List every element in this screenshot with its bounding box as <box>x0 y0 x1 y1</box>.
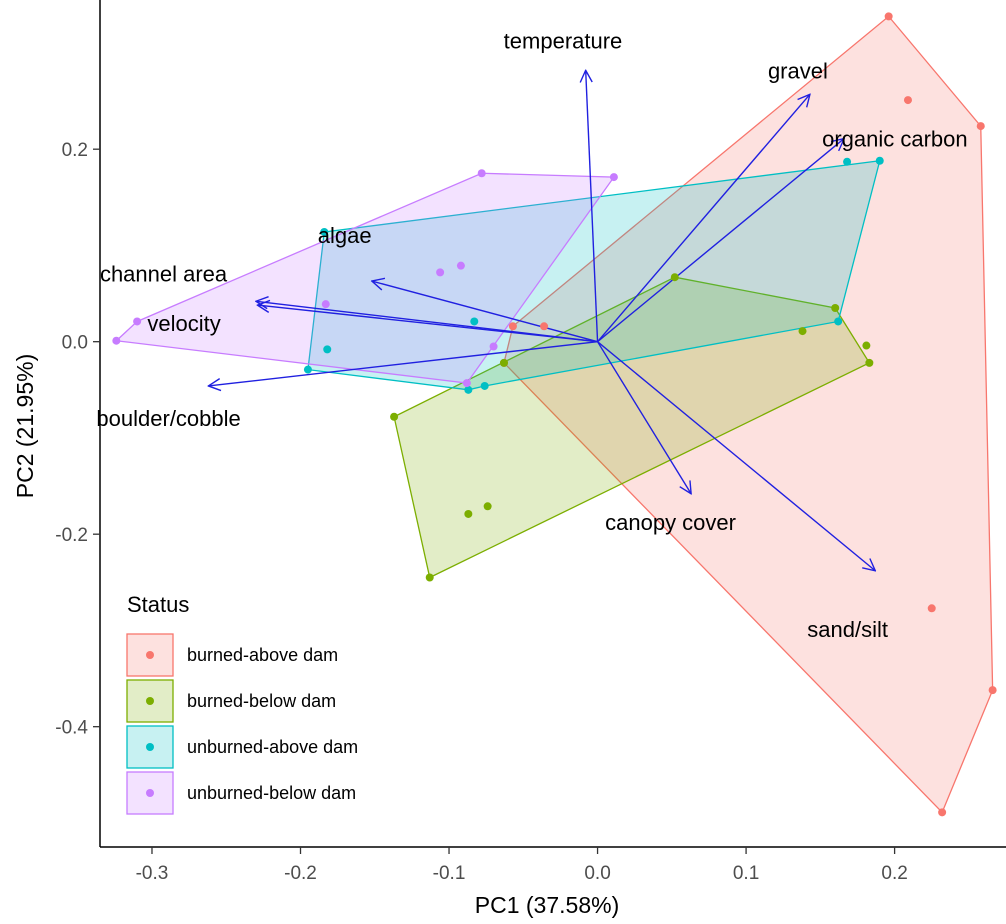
point-burned-below-dam <box>425 573 434 582</box>
point-burned-below-dam <box>865 358 874 367</box>
vector-label-velocity: velocity <box>147 311 220 336</box>
point-unburned-above-dam <box>323 345 332 354</box>
point-unburned-below-dam <box>609 173 618 182</box>
point-unburned-above-dam <box>834 317 843 326</box>
point-unburned-above-dam <box>480 381 489 390</box>
vector-boulder-cobble <box>208 340 598 386</box>
vector-gravel <box>597 94 810 343</box>
x-tick-label: -0.3 <box>136 863 169 884</box>
point-burned-below-dam <box>670 273 679 282</box>
point-burned-above-dam <box>976 122 985 131</box>
point-burned-below-dam <box>798 327 807 336</box>
legend-key-unburned-above-dam <box>126 725 174 769</box>
vector-sand-silt <box>597 341 876 571</box>
vector-label-boulder-cobble: boulder/cobble <box>96 406 240 431</box>
legend-label-unburned-below-dam: unburned-below dam <box>187 783 356 803</box>
y-axis-title: PC2 (21.95%) <box>12 354 38 498</box>
point-burned-below-dam <box>464 509 473 518</box>
point-burned-below-dam <box>499 358 508 367</box>
point-burned-above-dam <box>903 96 912 105</box>
point-unburned-below-dam <box>112 336 121 345</box>
legend-dot <box>146 743 154 751</box>
axes-layer <box>99 0 1006 848</box>
y-tick-label: -0.2 <box>55 525 88 546</box>
point-burned-above-dam <box>540 322 549 331</box>
x-tick-label: 0.2 <box>881 863 907 884</box>
vector-label-organic-carbon: organic carbon <box>822 127 968 152</box>
point-unburned-above-dam <box>303 365 312 374</box>
y-tick-label: 0.2 <box>62 140 88 161</box>
vector-layer <box>208 70 875 571</box>
point-burned-above-dam <box>508 322 517 331</box>
point-burned-below-dam <box>831 304 840 312</box>
legend-title: Status <box>127 592 189 617</box>
point-unburned-below-dam <box>462 379 471 388</box>
point-burned-below-dam <box>390 412 399 421</box>
point-burned-above-dam <box>988 686 997 695</box>
legend-dot <box>146 651 154 659</box>
legend-dot <box>146 697 154 705</box>
legend-label-unburned-above-dam: unburned-above dam <box>187 737 358 757</box>
legend: Status burned-above dam burned-below dam u… <box>126 592 358 815</box>
vector-label-algae: algae <box>318 223 372 248</box>
point-burned-above-dam <box>884 12 893 21</box>
point-unburned-below-dam <box>321 300 330 309</box>
point-unburned-above-dam <box>470 317 479 326</box>
x-axis-title: PC1 (37.58%) <box>475 892 619 918</box>
vector-label-canopy-cover: canopy cover <box>605 510 736 535</box>
tick-layer: -0.3 -0.2 -0.1 0.0 0.1 0.2 -0.4 -0.2 0.0 0.2 <box>55 140 908 884</box>
x-tick-label: -0.2 <box>284 863 317 884</box>
point-unburned-below-dam <box>436 268 445 277</box>
vector-algae <box>372 281 598 343</box>
y-tick-label: -0.4 <box>55 718 88 739</box>
legend-label-burned-below-dam: burned-below dam <box>187 691 336 711</box>
point-burned-above-dam <box>938 808 947 817</box>
vector-temperature <box>586 70 599 342</box>
hull-burned-below-dam <box>393 276 871 579</box>
vector-velocity <box>257 305 598 343</box>
legend-dot <box>146 789 154 797</box>
vector-canopy-cover <box>596 341 692 494</box>
hull-layer <box>114 15 994 814</box>
x-tick-label: 0.1 <box>733 863 759 884</box>
point-unburned-below-dam <box>456 261 465 270</box>
point-unburned-above-dam <box>464 385 473 394</box>
point-unburned-below-dam <box>489 342 498 351</box>
point-unburned-below-dam <box>477 169 486 178</box>
x-tick-label: 0.0 <box>584 863 610 884</box>
legend-label-burned-above-dam: burned-above dam <box>187 645 338 665</box>
vector-label-temperature: temperature <box>504 28 623 53</box>
y-tick-label: 0.0 <box>62 333 88 354</box>
x-tick-label: -0.1 <box>433 863 466 884</box>
point-layer <box>112 12 997 817</box>
point-unburned-below-dam <box>133 317 142 326</box>
vector-label-layer: temperature gravel organic carbon algae chan… <box>96 28 967 642</box>
vector-label-gravel: gravel <box>768 58 828 83</box>
point-burned-below-dam <box>862 341 871 350</box>
point-unburned-above-dam <box>843 157 852 166</box>
point-burned-above-dam <box>927 604 936 613</box>
point-unburned-above-dam <box>875 156 884 165</box>
vector-label-sand-silt: sand/silt <box>807 617 888 642</box>
vector-organic-carbon <box>597 139 845 343</box>
vector-label-channel-area: channel area <box>100 261 228 286</box>
point-unburned-above-dam <box>320 227 329 236</box>
point-burned-below-dam <box>483 502 492 511</box>
